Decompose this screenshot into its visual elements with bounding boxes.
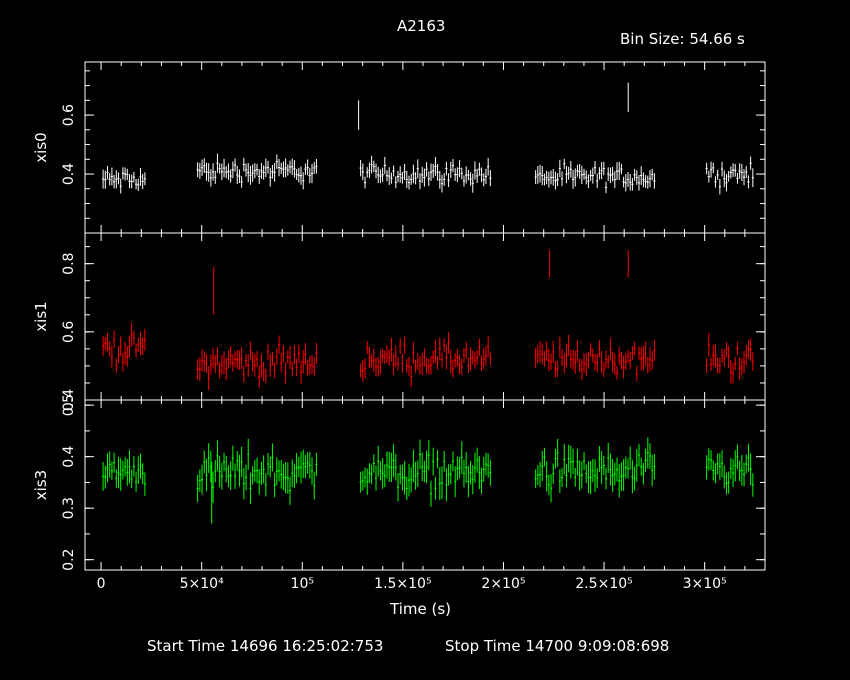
xis1-ylabel: xis1 (32, 301, 50, 331)
x-tick-label: 0 (97, 576, 106, 592)
xis3-ytick-label: 0.2 (61, 549, 77, 571)
bin-size-label: Bin Size: 54.66 s (620, 30, 745, 48)
xis0-ytick-label: 0.6 (61, 104, 77, 126)
x-tick-label: 2×10⁵ (481, 576, 525, 592)
plot-title: A2163 (397, 17, 446, 35)
xis1-ytick-label: 0.4 (61, 389, 77, 411)
x-tick-label: 3×10⁵ (683, 576, 727, 592)
x-axis-label: Time (s) (390, 600, 451, 618)
xis3-ylabel: xis3 (32, 470, 50, 500)
xis0-points (102, 82, 754, 195)
xis1-ytick-label: 0.8 (61, 253, 77, 275)
xis3-ytick-label: 0.4 (61, 445, 77, 467)
start-time-label: Start Time 14696 16:25:02:753 (147, 637, 384, 655)
xis0-ytick-label: 0.4 (61, 163, 77, 185)
stop-time-label: Stop Time 14700 9:09:08:698 (445, 637, 670, 655)
x-tick-label: 2.5×10⁵ (575, 576, 632, 592)
xis1-ytick-label: 0.6 (61, 321, 77, 343)
xis3-ytick-label: 0.5 (61, 394, 77, 416)
xis3-points (102, 437, 754, 524)
xis1-points (102, 250, 754, 391)
xis3-frame (84, 399, 766, 571)
x-tick-label: 10⁵ (291, 576, 314, 592)
xis0-frame (84, 61, 766, 234)
xis1-frame (84, 232, 766, 401)
x-tick-label: 5×10⁴ (180, 576, 224, 592)
xis0-ylabel: xis0 (32, 132, 50, 162)
xis3-ytick-label: 0.3 (61, 497, 77, 519)
x-tick-label: 1.5×10⁵ (374, 576, 431, 592)
